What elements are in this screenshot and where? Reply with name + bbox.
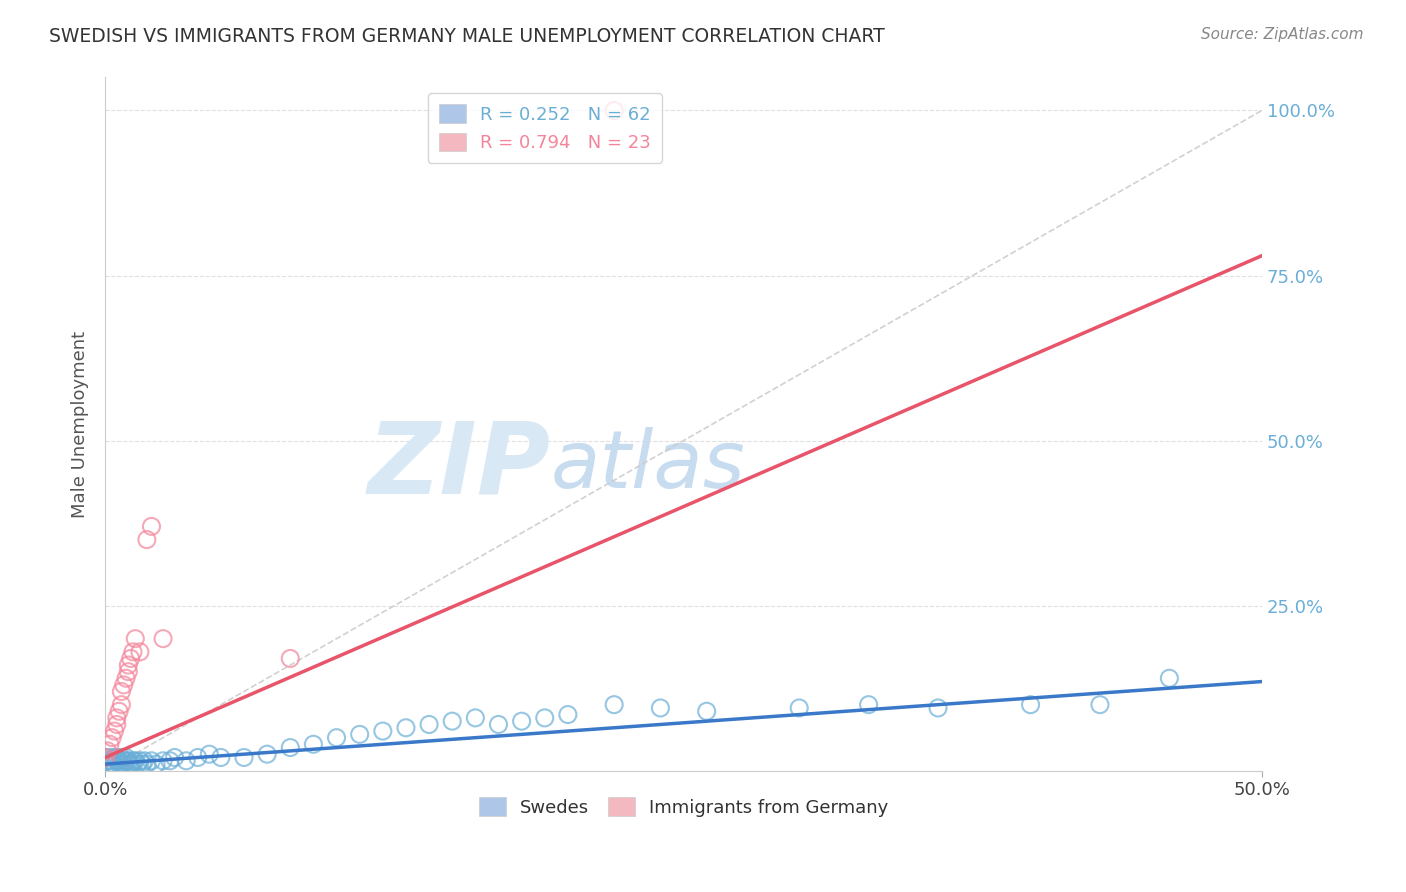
Point <box>124 632 146 646</box>
Point <box>129 754 152 768</box>
Point <box>96 744 118 758</box>
Point <box>152 754 174 768</box>
Legend: Swedes, Immigrants from Germany: Swedes, Immigrants from Germany <box>471 790 896 824</box>
Point <box>108 754 131 768</box>
Point <box>129 645 152 659</box>
Point <box>209 750 232 764</box>
Text: Source: ZipAtlas.com: Source: ZipAtlas.com <box>1201 27 1364 42</box>
Point <box>198 747 221 762</box>
Point <box>135 757 157 772</box>
Point <box>349 727 371 741</box>
Point <box>94 750 117 764</box>
Point <box>120 651 142 665</box>
Point <box>187 750 209 764</box>
Point <box>134 754 156 768</box>
Point <box>105 750 128 764</box>
Point <box>115 754 138 768</box>
Point <box>110 757 132 772</box>
Point <box>112 754 135 768</box>
Point <box>110 750 132 764</box>
Point <box>98 750 121 764</box>
Point <box>159 754 181 768</box>
Point <box>557 707 579 722</box>
Point <box>1159 671 1181 685</box>
Text: ZIP: ZIP <box>367 417 551 514</box>
Point <box>141 519 163 533</box>
Point <box>115 671 138 685</box>
Point <box>98 737 121 751</box>
Point <box>371 724 394 739</box>
Point <box>103 750 125 764</box>
Point <box>115 750 138 764</box>
Point <box>117 665 139 679</box>
Point <box>418 717 440 731</box>
Point <box>110 698 132 712</box>
Point <box>124 754 146 768</box>
Point <box>441 714 464 728</box>
Point <box>117 754 139 768</box>
Point <box>325 731 347 745</box>
Point <box>127 757 149 772</box>
Point <box>131 757 153 772</box>
Point <box>96 754 118 768</box>
Point <box>108 704 131 718</box>
Point <box>122 757 145 772</box>
Point <box>141 754 163 768</box>
Point <box>696 704 718 718</box>
Y-axis label: Male Unemployment: Male Unemployment <box>72 331 89 517</box>
Point <box>533 711 555 725</box>
Point <box>858 698 880 712</box>
Point <box>94 750 117 764</box>
Point <box>122 754 145 768</box>
Point <box>110 684 132 698</box>
Point <box>163 750 186 764</box>
Point <box>105 754 128 768</box>
Point <box>112 678 135 692</box>
Point <box>120 757 142 772</box>
Point <box>101 731 124 745</box>
Point <box>112 757 135 772</box>
Point <box>787 701 810 715</box>
Point <box>108 757 131 772</box>
Point <box>603 103 626 118</box>
Point <box>103 757 125 772</box>
Point <box>302 737 325 751</box>
Point <box>122 645 145 659</box>
Text: SWEDISH VS IMMIGRANTS FROM GERMANY MALE UNEMPLOYMENT CORRELATION CHART: SWEDISH VS IMMIGRANTS FROM GERMANY MALE … <box>49 27 884 45</box>
Point <box>510 714 533 728</box>
Point <box>395 721 418 735</box>
Point <box>101 757 124 772</box>
Point <box>1088 698 1111 712</box>
Point <box>233 750 256 764</box>
Point <box>152 632 174 646</box>
Point <box>256 747 278 762</box>
Point <box>117 757 139 772</box>
Point <box>464 711 486 725</box>
Point <box>98 757 121 772</box>
Point <box>927 701 949 715</box>
Point <box>105 711 128 725</box>
Point <box>278 651 301 665</box>
Point <box>1019 698 1042 712</box>
Point <box>650 701 672 715</box>
Point <box>101 754 124 768</box>
Point <box>603 698 626 712</box>
Text: atlas: atlas <box>551 426 745 505</box>
Point <box>174 754 197 768</box>
Point <box>278 740 301 755</box>
Point <box>117 658 139 673</box>
Point <box>145 757 167 772</box>
Point <box>488 717 510 731</box>
Point <box>105 717 128 731</box>
Point <box>103 724 125 739</box>
Point <box>135 533 157 547</box>
